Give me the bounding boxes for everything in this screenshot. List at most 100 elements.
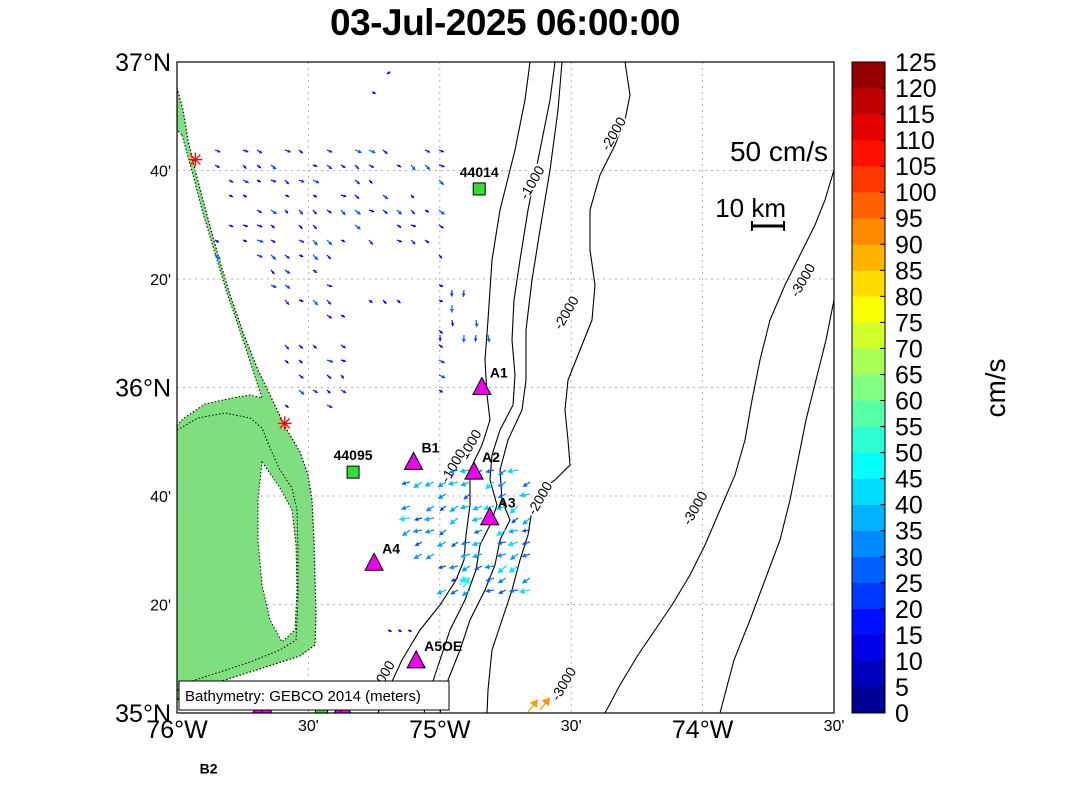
mooring-triangle-icon[interactable] xyxy=(464,461,484,480)
lon-tick-label: 76°W xyxy=(146,716,208,744)
mooring-triangle-icon[interactable] xyxy=(406,649,426,669)
current-vector xyxy=(410,194,415,199)
current-vector xyxy=(459,468,471,474)
mooring-triangle-icon[interactable] xyxy=(403,451,424,470)
current-vector xyxy=(451,541,459,548)
current-vector xyxy=(507,540,519,547)
mooring-triangle-icon[interactable] xyxy=(479,506,500,526)
colorbar-bin xyxy=(852,504,885,532)
current-vector xyxy=(270,284,277,289)
current-vector xyxy=(519,588,531,595)
mooring-A2[interactable]: A2 xyxy=(464,449,500,480)
colorbar-tick-label: 60 xyxy=(895,388,923,416)
current-vector xyxy=(508,565,519,573)
current-vector xyxy=(497,540,507,546)
current-vector xyxy=(473,334,478,342)
current-vector xyxy=(312,209,318,215)
current-vector xyxy=(270,209,277,215)
current-vector xyxy=(340,194,347,198)
current-vector xyxy=(437,493,447,500)
current-vector xyxy=(485,577,495,582)
current-vector xyxy=(413,528,423,534)
current-vector xyxy=(522,577,531,584)
current-vector xyxy=(382,149,388,155)
current-vector xyxy=(284,269,291,275)
mooring-label: A3 xyxy=(498,495,516,511)
mooring-A5OE[interactable]: A5OE xyxy=(406,638,462,669)
offmap-labels: B2 xyxy=(200,760,218,776)
site-markers xyxy=(188,152,292,431)
current-vector xyxy=(270,239,276,243)
colorbar-bin xyxy=(852,166,885,193)
buoy-square-icon[interactable] xyxy=(472,182,486,196)
current-vector xyxy=(450,319,455,327)
colorbar-tick-label: 105 xyxy=(895,153,937,181)
vector-scale-label: 50 cm/s xyxy=(730,136,828,167)
mooring-triangle-icon[interactable] xyxy=(472,376,492,395)
lon-tick-label: 30' xyxy=(561,718,582,735)
page-title: 03-Jul-2025 06:00:00 xyxy=(330,2,680,43)
contour-label-bg xyxy=(597,113,628,154)
current-vector xyxy=(326,149,333,153)
current-vector xyxy=(402,529,411,537)
colorbar-tick-label: 40 xyxy=(895,492,923,520)
current-vector xyxy=(340,389,347,394)
current-vector xyxy=(256,209,263,214)
buoy-markers[interactable]: 44014 44095 xyxy=(334,164,499,479)
current-vector xyxy=(312,299,319,306)
current-vector xyxy=(485,481,495,490)
current-vector xyxy=(424,239,430,244)
current-vector xyxy=(270,224,276,229)
map-plot-area[interactable]: -1000-2000-2000-3000-1000-1000-2000 -3000… xyxy=(177,62,834,719)
current-vector xyxy=(298,359,303,364)
buoy-square-icon[interactable] xyxy=(346,465,360,479)
current-vector xyxy=(312,194,318,198)
contour-label-bg xyxy=(516,162,547,202)
current-vector xyxy=(326,359,334,363)
current-vector xyxy=(270,254,277,260)
current-vector xyxy=(368,299,373,304)
current-vector xyxy=(386,71,391,75)
current-vector xyxy=(460,552,471,559)
colorbar-tick-label: 50 xyxy=(895,440,923,468)
offmap-label: B2 xyxy=(200,760,218,776)
colorbar-bin xyxy=(852,296,885,323)
current-vector xyxy=(521,553,531,558)
mooring-label: A4 xyxy=(382,540,400,556)
current-vector xyxy=(242,164,247,170)
current-vector xyxy=(368,164,375,168)
contour-1000-inner xyxy=(439,62,563,713)
colorbar-tick-label: 95 xyxy=(895,205,923,233)
current-vector xyxy=(312,164,318,168)
mooring-A4[interactable]: A4 xyxy=(364,540,400,571)
contour-100-outer xyxy=(377,62,531,713)
contour-label-bg xyxy=(786,260,818,300)
colorbar-tick-label: 125 xyxy=(895,49,937,77)
colorbar-tick-label: 25 xyxy=(895,570,923,598)
buoy-44014[interactable]: 44014 xyxy=(460,164,499,196)
current-vector xyxy=(242,224,249,228)
current-vector xyxy=(410,209,416,215)
current-vector xyxy=(354,224,361,230)
current-vector xyxy=(472,540,483,547)
current-vector xyxy=(414,516,423,522)
current-vector xyxy=(449,289,454,297)
current-vector xyxy=(382,209,388,215)
colorbar-tick-label: 85 xyxy=(895,257,923,285)
current-vector xyxy=(438,284,444,288)
current-vector xyxy=(438,564,447,570)
current-vector xyxy=(461,289,466,297)
current-vector xyxy=(527,699,539,713)
mooring-B1[interactable]: B1 xyxy=(403,439,440,470)
colorbar-tick-label: 80 xyxy=(895,283,923,311)
lat-tick-label: 20' xyxy=(150,272,171,289)
current-vector xyxy=(284,359,289,364)
mooring-A3[interactable]: A3 xyxy=(479,495,516,526)
current-vector xyxy=(354,164,360,170)
mooring-triangle-icon[interactable] xyxy=(364,552,384,571)
current-vector xyxy=(228,194,234,198)
current-vector xyxy=(539,697,551,711)
mooring-A1[interactable]: A1 xyxy=(472,365,508,395)
buoy-44095[interactable]: 44095 xyxy=(334,447,373,479)
colorbar-bin xyxy=(852,660,885,688)
